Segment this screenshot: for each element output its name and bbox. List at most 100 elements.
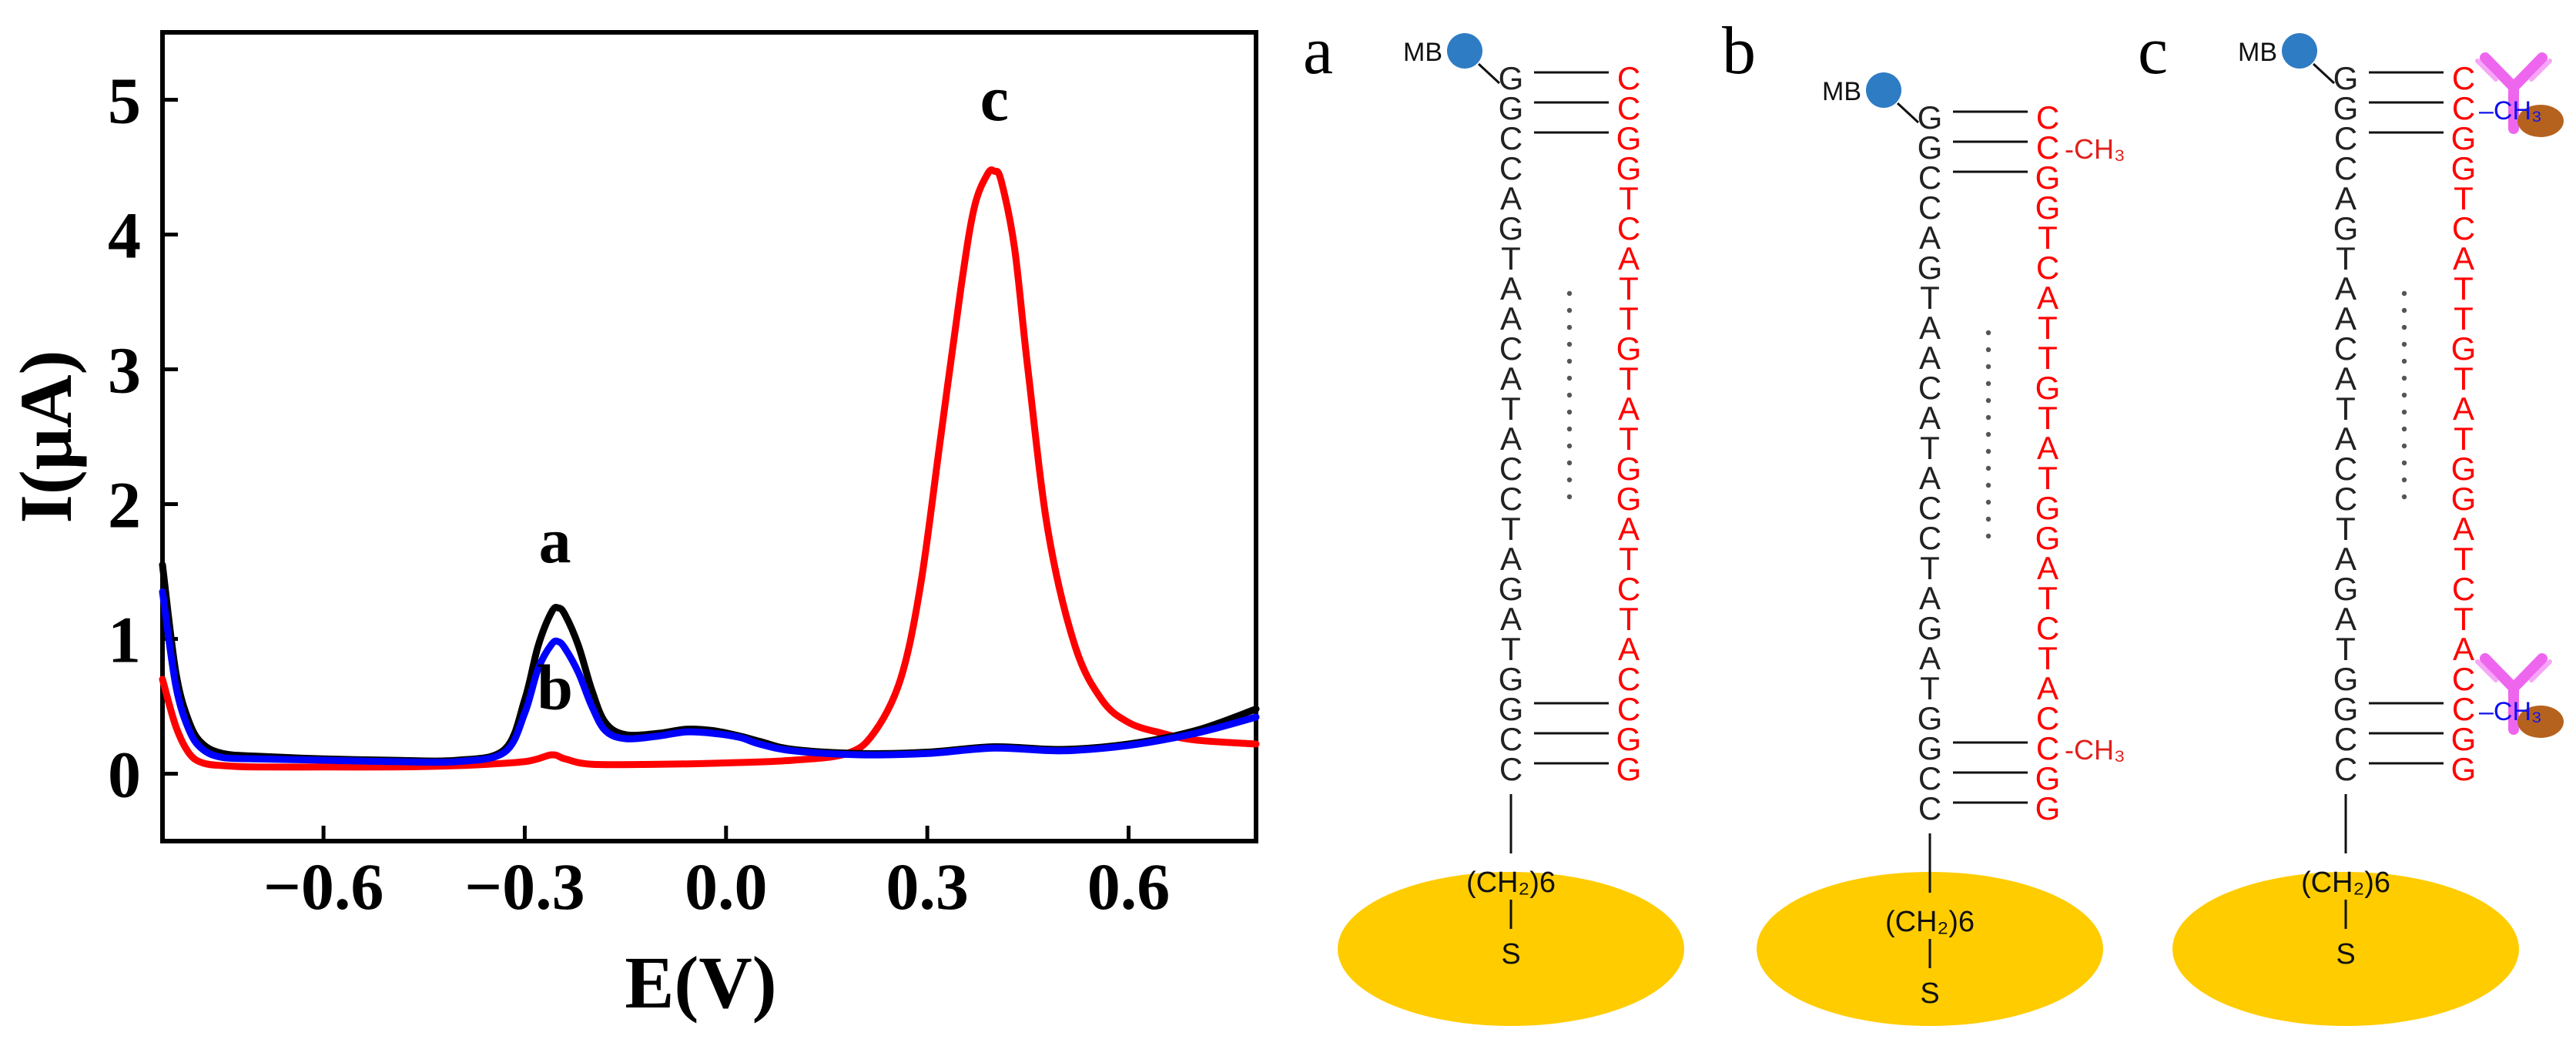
y-axis-ticks: 0 1 2 3 4 5 bbox=[108, 64, 178, 812]
base-left: C bbox=[1499, 150, 1522, 186]
mb-bead bbox=[2282, 33, 2317, 69]
diagram-a: a(CH₂)6SMBGGCCAGTAACATACCTAGATGGCCCCGGTC… bbox=[1303, 14, 1684, 1026]
base-left: C bbox=[2334, 721, 2357, 757]
base-left: A bbox=[1500, 300, 1522, 337]
sulfur-label: S bbox=[2336, 938, 2355, 971]
base-right: G bbox=[2451, 721, 2477, 757]
diagram-c: c(CH₂)6SMBGGCCAGTAACATACCTAGATGGCCCCGGTC… bbox=[2138, 14, 2564, 1026]
base-right: G bbox=[1616, 481, 1642, 517]
base-left: C bbox=[1499, 481, 1522, 517]
base-left: G bbox=[1499, 210, 1524, 246]
base-left: G bbox=[1499, 60, 1524, 96]
pairing-dot bbox=[1566, 290, 1573, 297]
base-right: C bbox=[2036, 700, 2059, 736]
methyl-label: –CH₃ bbox=[2479, 96, 2542, 126]
base-right: T bbox=[2038, 220, 2058, 256]
base-left: T bbox=[1501, 240, 1521, 277]
base-right: T bbox=[1619, 601, 1639, 637]
base-left: G bbox=[1918, 730, 1943, 766]
series-group bbox=[159, 166, 1260, 771]
pairing-dot bbox=[2401, 324, 2407, 330]
base-right: G bbox=[2451, 330, 2477, 367]
base-left: C bbox=[2334, 150, 2357, 186]
voltammogram-chart: 0 1 2 3 4 5 −0.6 −0.3 0.0 0.3 0.6 a b c E(V) I(μA) bbox=[5, 30, 1260, 1024]
base-right: C bbox=[2036, 250, 2059, 286]
base-left: A bbox=[1919, 580, 1941, 616]
curve-label-b: b bbox=[537, 652, 573, 724]
y-tick-label: 4 bbox=[108, 199, 141, 273]
mb-bead bbox=[1866, 72, 1901, 108]
base-left: G bbox=[2333, 90, 2359, 126]
base-left: G bbox=[1918, 700, 1943, 736]
base-left: T bbox=[1920, 670, 1940, 706]
base-right: A bbox=[1618, 511, 1640, 547]
base-left: C bbox=[1918, 790, 1941, 826]
mb-tether bbox=[1896, 102, 1920, 124]
antibody-arm-hl-left bbox=[2475, 659, 2498, 682]
base-left: G bbox=[2333, 691, 2359, 727]
base-left: C bbox=[1918, 760, 1941, 796]
base-right: C bbox=[2036, 730, 2059, 766]
pairing-dot bbox=[2401, 290, 2407, 297]
base-right: A bbox=[1618, 240, 1640, 277]
mb-tether bbox=[2312, 62, 2336, 85]
pairing-dot bbox=[1985, 465, 1991, 471]
base-left: G bbox=[2333, 661, 2359, 697]
antibody-bead bbox=[2517, 105, 2564, 137]
pairing-dot bbox=[1566, 375, 1573, 381]
base-right: T bbox=[2454, 300, 2474, 337]
base-right: T bbox=[2038, 340, 2058, 376]
pairing-dot bbox=[2401, 341, 2407, 347]
antibody-bead bbox=[2517, 706, 2564, 738]
base-right: G bbox=[1616, 721, 1642, 757]
y-axis-label: I(μA) bbox=[5, 350, 87, 523]
base-left: C bbox=[1499, 330, 1522, 367]
x-tick-label: −0.6 bbox=[263, 850, 384, 924]
pairing-dot bbox=[2401, 443, 2407, 449]
base-right: A bbox=[2037, 670, 2058, 706]
base-right: G bbox=[2035, 760, 2061, 796]
x-tick-label: 0.6 bbox=[1087, 850, 1171, 924]
curve-annotations: a b c bbox=[537, 63, 1009, 724]
base-left: G bbox=[1499, 691, 1524, 727]
pairing-dot bbox=[1985, 397, 1991, 404]
base-left: T bbox=[1501, 391, 1521, 427]
base-right: T bbox=[1619, 360, 1639, 397]
base-right: A bbox=[2453, 240, 2474, 277]
base-right: T bbox=[2454, 360, 2474, 397]
base-right: A bbox=[2037, 550, 2058, 586]
base-right: T bbox=[1619, 541, 1639, 577]
base-right: A bbox=[1618, 631, 1640, 667]
methyl-label: -CH₃ bbox=[2065, 133, 2125, 165]
base-left: A bbox=[1500, 270, 1522, 307]
base-left: A bbox=[2335, 601, 2357, 637]
base-right: C bbox=[1617, 210, 1640, 246]
x-tick-label: 0.0 bbox=[685, 850, 768, 924]
base-left: A bbox=[1919, 460, 1941, 496]
pairing-dot bbox=[2401, 307, 2407, 313]
diagram-b: b(CH₂)6SMBGGCCAGTAACATACCTAGATGGCCCCGGTC… bbox=[1722, 14, 2125, 1026]
base-left: T bbox=[2336, 391, 2356, 427]
base-right: A bbox=[2037, 430, 2058, 466]
base-left: C bbox=[1499, 451, 1522, 487]
base-right: C bbox=[2452, 661, 2475, 697]
base-left: A bbox=[1919, 340, 1941, 376]
base-left: C bbox=[2334, 451, 2357, 487]
base-right: C bbox=[1617, 571, 1640, 607]
x-axis-ticks: −0.6 −0.3 0.0 0.3 0.6 bbox=[263, 826, 1170, 924]
pairing-dot bbox=[1566, 392, 1573, 398]
base-right: T bbox=[2454, 601, 2474, 637]
plot-frame bbox=[160, 30, 1258, 843]
base-left: A bbox=[2335, 360, 2357, 397]
series-line-b bbox=[159, 588, 1260, 766]
base-right: G bbox=[2451, 751, 2477, 787]
base-left: G bbox=[1499, 571, 1524, 607]
base-right: G bbox=[2451, 150, 2477, 186]
x-tick-label: −0.3 bbox=[464, 850, 585, 924]
x-tick-label: 0.3 bbox=[886, 850, 969, 924]
base-left: A bbox=[2335, 541, 2357, 577]
panel-label: b bbox=[1722, 14, 1756, 89]
base-left: T bbox=[1920, 280, 1940, 316]
antibody-arm-right bbox=[2508, 653, 2548, 693]
pairing-dot bbox=[1566, 477, 1573, 483]
